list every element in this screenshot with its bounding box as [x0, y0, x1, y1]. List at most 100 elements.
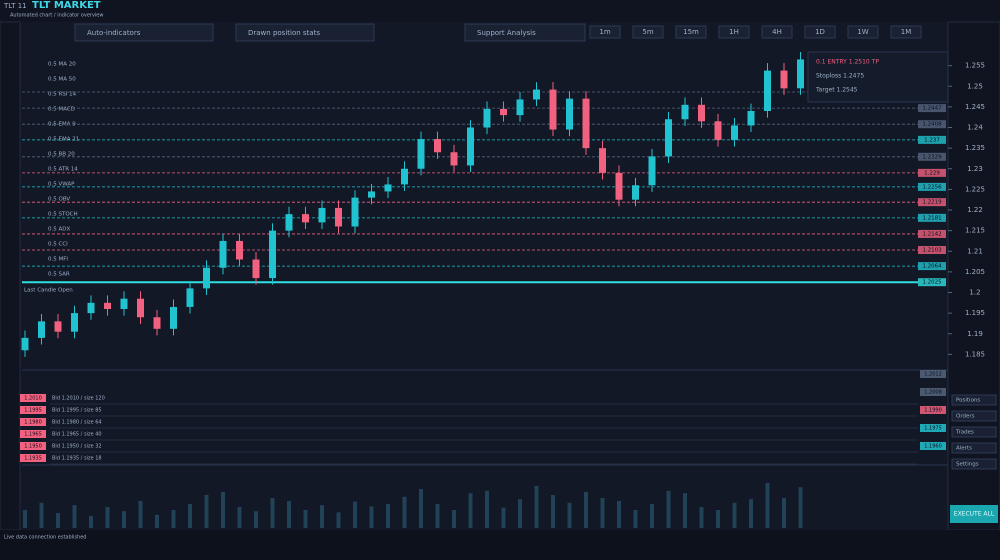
- order-badge-label: 1.1980: [24, 420, 42, 426]
- y-tick-label: 1.24: [967, 124, 983, 132]
- order-row: Bid 1.1995 / size 85: [52, 408, 102, 414]
- candle-body: [318, 207, 326, 223]
- volume-bar: [56, 513, 60, 528]
- panel-item[interactable]: [951, 442, 997, 454]
- timeframe-button[interactable]: [675, 25, 707, 39]
- candle-body: [38, 321, 45, 338]
- level-label: 1.237: [924, 137, 940, 143]
- level-badge: [918, 229, 946, 238]
- candle-body: [335, 207, 342, 227]
- execute-button[interactable]: [950, 505, 998, 523]
- y-tick-label: 1.195: [965, 309, 985, 317]
- timeframe-label: 1H: [729, 28, 739, 36]
- order-row: Bid 1.2010 / size 120: [52, 396, 105, 402]
- volume-bar: [353, 501, 357, 528]
- level-label: 1.2408: [922, 122, 942, 128]
- volume-bar: [699, 507, 704, 528]
- panel-item-label: Alerts: [956, 446, 972, 452]
- candle-body: [71, 313, 78, 332]
- y-tick-label: 1.185: [965, 350, 985, 358]
- order-badge: [20, 394, 46, 402]
- candle-body: [203, 267, 210, 289]
- timeframe-button[interactable]: [589, 25, 621, 39]
- level-label: 1.2142: [922, 231, 941, 237]
- sidebar-label: 0.5 RSI 14: [48, 92, 77, 98]
- order-row: Bid 1.1965 / size 40: [52, 432, 102, 438]
- sidebar-label: 0.5 CCI: [48, 242, 68, 248]
- panel-item-label: Positions: [956, 398, 980, 404]
- input-field[interactable]: [74, 23, 214, 42]
- candle-body: [434, 139, 441, 153]
- sidebar-label: 0.5 MACD: [48, 107, 75, 113]
- volume-bar: [369, 506, 374, 528]
- execute-label: EXECUTE ALL: [954, 511, 995, 518]
- volume-bar: [89, 516, 93, 528]
- timeframe-label: 1M: [901, 28, 912, 36]
- candle-body: [500, 108, 507, 116]
- timeframe-button[interactable]: [890, 25, 922, 39]
- volume-bar: [782, 498, 786, 528]
- volume-bar: [600, 498, 605, 528]
- timeframe-button[interactable]: [761, 25, 793, 39]
- timeframe-label: 1m: [599, 28, 610, 36]
- sidebar-label: 0.5 ADX: [48, 227, 70, 233]
- volume-bar: [518, 499, 522, 528]
- info-row: 0.1 ENTRY 1.2510 TP: [816, 59, 879, 66]
- level-label: 1.2103: [922, 248, 942, 254]
- volume-bar: [237, 507, 242, 528]
- candle-body: [780, 70, 788, 89]
- volume-bar: [386, 504, 390, 528]
- level-label: 1.2025: [922, 280, 942, 286]
- candle-body: [368, 191, 375, 198]
- panel-item[interactable]: [951, 410, 997, 422]
- y-tick-label: 1.205: [965, 268, 985, 276]
- timeframe-button[interactable]: [718, 25, 750, 39]
- input-field[interactable]: [235, 23, 375, 42]
- input-field[interactable]: [464, 23, 586, 42]
- panel-item[interactable]: [951, 426, 997, 438]
- timeframe-label: 1W: [857, 28, 868, 36]
- volume-bar: [254, 511, 258, 528]
- volume-bar: [23, 510, 27, 528]
- timeframe-button[interactable]: [632, 25, 664, 39]
- timeframe-button[interactable]: [804, 25, 836, 39]
- status-text: Live data connection established: [4, 535, 86, 541]
- panel-item[interactable]: [951, 458, 997, 470]
- candle-body: [252, 259, 260, 279]
- info-box: [807, 51, 949, 103]
- candle-body: [120, 298, 128, 309]
- order-badge-label: 1.1935: [24, 456, 42, 462]
- sidebar-label: 0.5 STOCH: [48, 212, 78, 218]
- y-tick-label: 1.25: [967, 82, 983, 90]
- sidebar-label: 0.5 MFI: [48, 257, 68, 263]
- right-panel: [947, 21, 1000, 531]
- timeframe-button[interactable]: [847, 25, 879, 39]
- volume-bar: [452, 510, 456, 528]
- candle-body: [450, 152, 458, 166]
- timeframe-label: 15m: [683, 28, 699, 36]
- right-badge-label: 1.1990: [924, 408, 942, 414]
- sidebar-label: 0.5 MA 20: [48, 62, 76, 68]
- volume-bar: [551, 495, 555, 528]
- candle-body: [665, 119, 672, 157]
- candle-body: [632, 185, 639, 200]
- order-badge: [20, 418, 46, 426]
- input-label: Drawn position stats: [248, 29, 320, 37]
- volume-bar: [468, 493, 473, 528]
- candle-body: [401, 168, 408, 185]
- input-label: Support Analysis: [477, 29, 536, 37]
- sidebar-label: 0.5 VWAP: [48, 182, 75, 188]
- right-badge-label: 1.1975: [924, 426, 942, 432]
- volume-bar: [188, 504, 192, 528]
- panel-item[interactable]: [951, 394, 997, 406]
- order-badge: [20, 406, 46, 414]
- top-bar: [0, 0, 1000, 22]
- volume-bar: [633, 510, 638, 528]
- volume-bar: [221, 492, 225, 528]
- level-badge: [918, 135, 946, 144]
- candle-body: [302, 214, 309, 223]
- sidebar-label: 0.5 ATR 14: [48, 167, 78, 173]
- right-badge: [920, 388, 946, 396]
- volume-bar: [683, 493, 687, 528]
